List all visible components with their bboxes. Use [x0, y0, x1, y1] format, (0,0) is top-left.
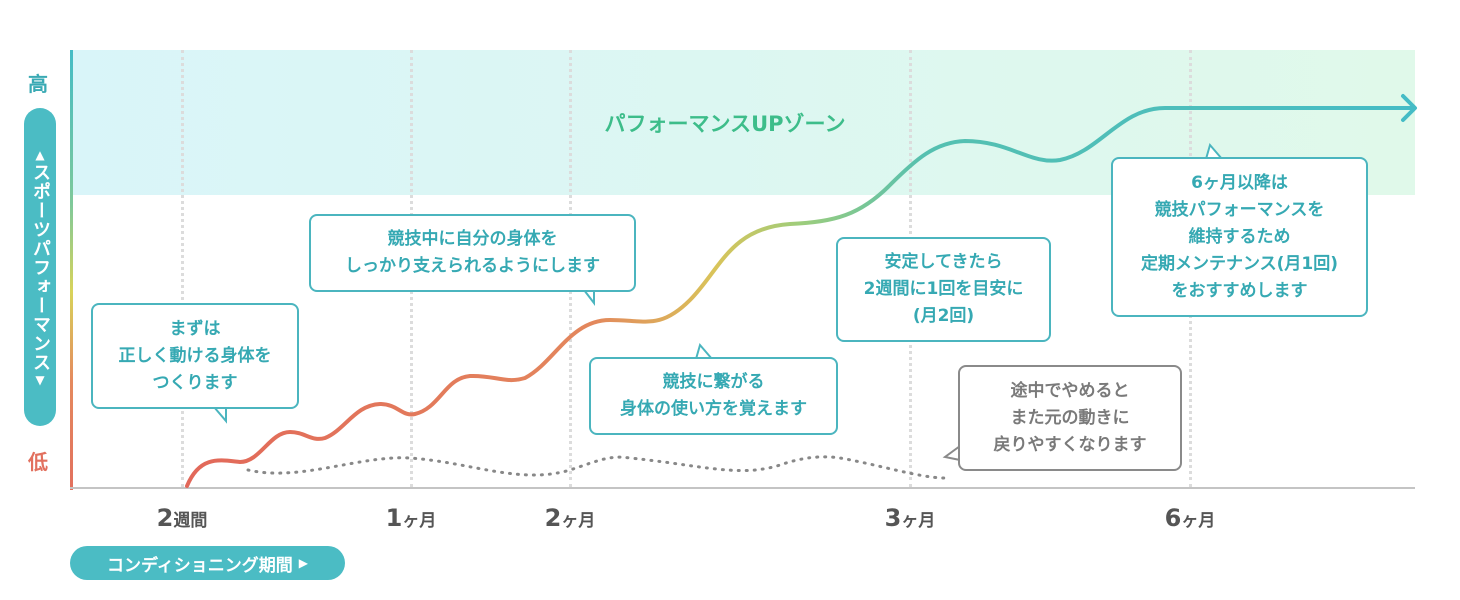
- zone-title: パフォーマンスUPゾーン: [604, 112, 846, 136]
- callout-line: 途中でやめると: [1010, 380, 1130, 401]
- x-axis-title-pill: コンディショニング期間 ▶: [70, 546, 345, 580]
- callout-line: しっかり支えられるようにします: [345, 256, 600, 276]
- tick-number: 2: [156, 504, 174, 532]
- callout-tail: [211, 406, 227, 424]
- x-tick-3-months: 3ヶ月: [840, 504, 980, 532]
- callout-line: をおすすめします: [1171, 280, 1308, 301]
- x-tick-6-months: 6ヶ月: [1120, 504, 1260, 532]
- callout-quit-warning: 途中でやめると また元の動きに 戻りやすくなります: [958, 365, 1182, 471]
- up-triangle-icon: ▲: [35, 147, 45, 162]
- callout-line: 6ヶ月以降は: [1191, 172, 1288, 193]
- callout-line: 競技中に自分の身体を: [387, 229, 558, 249]
- tick-unit: ヶ月: [561, 511, 596, 531]
- callout-step-4: 安定してきたら 2週間に1回を目安に (月2回): [836, 237, 1051, 342]
- y-axis-line: [70, 50, 73, 490]
- x-axis-title: コンディショニング期間: [106, 555, 293, 576]
- tick-number: 3: [884, 504, 902, 532]
- performance-curve: [185, 106, 1415, 488]
- tick-number: 1: [385, 504, 403, 532]
- arrow-head-icon: [1401, 94, 1417, 122]
- tick-unit: ヶ月: [901, 511, 936, 531]
- down-triangle-icon: ▼: [35, 372, 45, 387]
- x-tick-1-month: 1ヶ月: [341, 504, 481, 532]
- callout-line: 2週間に1回を目安に: [863, 279, 1024, 299]
- callout-line: 安定してきたら: [884, 252, 1003, 272]
- callout-step-3: 競技に繋がる 身体の使い方を覚えます: [589, 357, 838, 435]
- callout-line: 定期メンテナンス(月1回): [1140, 253, 1339, 274]
- x-tick-2-weeks: 2週間: [112, 504, 252, 532]
- y-axis-high-label: 高: [28, 72, 48, 96]
- callout-line: 正しく動ける身体を: [118, 345, 272, 366]
- x-axis-line: [70, 487, 1415, 489]
- callout-line: つくります: [152, 372, 238, 393]
- callout-line: また元の動きに: [1010, 407, 1130, 428]
- decline-dotted-curve: [246, 455, 947, 480]
- callout-step-1: まずは 正しく動ける身体を つくります: [91, 303, 299, 409]
- y-axis-title-pill: ▲ スポーツパフォーマンス ▼: [24, 108, 56, 426]
- tick-unit: 週間: [173, 511, 208, 531]
- gridline-2-weeks: [181, 50, 184, 487]
- x-tick-2-months: 2ヶ月: [500, 504, 640, 532]
- tick-number: 6: [1164, 504, 1182, 532]
- callout-step-5: 6ヶ月以降は 競技パフォーマンスを 維持するため 定期メンテナンス(月1回) を…: [1111, 157, 1368, 317]
- callout-line: 戻りやすくなります: [993, 434, 1147, 455]
- callout-line: (月2回): [912, 306, 975, 326]
- callout-line: 身体の使い方を覚えます: [620, 399, 807, 419]
- tick-unit: ヶ月: [1181, 511, 1216, 531]
- callout-step-2: 競技中に自分の身体を しっかり支えられるようにします: [309, 214, 636, 292]
- callout-line: まずは: [169, 318, 221, 339]
- callout-line: 維持するため: [1188, 226, 1291, 247]
- callout-line: 競技に繋がる: [662, 372, 765, 392]
- right-triangle-icon: ▶: [298, 556, 309, 570]
- callout-line: 競技パフォーマンスを: [1154, 199, 1325, 220]
- tick-unit: ヶ月: [402, 511, 437, 531]
- y-axis-title: スポーツパフォーマンス: [30, 162, 51, 372]
- tick-number: 2: [544, 504, 562, 532]
- y-axis-low-label: 低: [28, 450, 48, 474]
